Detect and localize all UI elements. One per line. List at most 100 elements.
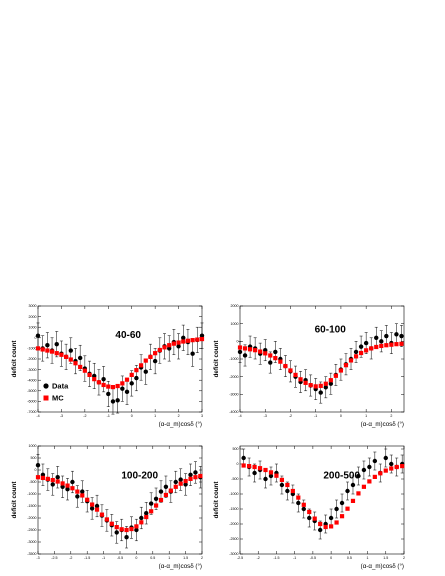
data-point bbox=[148, 501, 154, 506]
y-tick-label: -3000 bbox=[229, 552, 238, 556]
data-point bbox=[134, 375, 139, 381]
data-point bbox=[394, 332, 399, 337]
mc-point bbox=[274, 473, 279, 478]
x-axis-label: (α-α_m)cosδ (°) bbox=[361, 421, 404, 428]
mc-point bbox=[143, 358, 148, 363]
series-mc bbox=[35, 336, 205, 390]
series-data bbox=[241, 448, 405, 540]
data-point bbox=[115, 398, 120, 403]
mc-point bbox=[303, 380, 308, 385]
data-point bbox=[190, 351, 195, 356]
mc-point bbox=[307, 509, 312, 515]
mc-point bbox=[345, 506, 350, 511]
y-tick-label: 500 bbox=[233, 447, 239, 451]
x-tick-label: 1.5 bbox=[383, 556, 388, 560]
y-tick-label: 500 bbox=[31, 456, 37, 460]
mc-point bbox=[389, 342, 394, 347]
y-tick-label: -1000 bbox=[27, 492, 36, 496]
x-tick-label: 0 bbox=[330, 556, 332, 560]
y-tick-label: 1000 bbox=[29, 444, 37, 448]
mc-point bbox=[374, 344, 379, 350]
mc-point bbox=[258, 349, 263, 354]
y-tick-label: -3000 bbox=[27, 368, 36, 372]
mc-point bbox=[49, 349, 55, 354]
mc-point bbox=[394, 464, 399, 470]
mc-point bbox=[171, 341, 176, 346]
data-point bbox=[55, 475, 60, 480]
y-tick-label: 0 bbox=[35, 468, 37, 472]
data-point bbox=[143, 369, 148, 374]
mc-point bbox=[185, 338, 191, 343]
mc-point bbox=[328, 378, 333, 383]
mc-point bbox=[54, 351, 59, 356]
mc-point bbox=[288, 368, 293, 373]
data-point bbox=[323, 385, 328, 390]
data-point bbox=[139, 515, 144, 521]
y-tick-label: 3000 bbox=[29, 304, 37, 308]
x-tick-label: -2.5 bbox=[51, 556, 57, 560]
data-point bbox=[389, 461, 394, 467]
data-point bbox=[358, 344, 364, 349]
mc-point bbox=[173, 484, 178, 489]
mc-point bbox=[253, 348, 258, 353]
data-point bbox=[268, 473, 274, 479]
data-point bbox=[54, 341, 59, 347]
mc-point bbox=[110, 384, 116, 390]
mc-point bbox=[178, 481, 183, 486]
mc-point bbox=[104, 517, 109, 522]
x-tick-label: 1 bbox=[168, 556, 170, 560]
mc-point bbox=[242, 346, 248, 351]
y-tick-label: -4000 bbox=[229, 410, 238, 414]
plot-frame bbox=[239, 445, 405, 555]
mc-point bbox=[70, 486, 75, 491]
mc-point bbox=[278, 359, 283, 364]
mc-point bbox=[40, 347, 45, 352]
x-tick-label: -2 bbox=[83, 414, 86, 418]
y-tick-label: -1500 bbox=[229, 507, 238, 511]
mc-point bbox=[379, 343, 384, 349]
y-tick-label: -3000 bbox=[27, 540, 36, 544]
legend-data-marker bbox=[43, 383, 49, 389]
x-tick-label: -1 bbox=[293, 556, 296, 560]
data-point bbox=[285, 488, 290, 494]
y-tick-label: 1000 bbox=[29, 325, 37, 329]
mc-point bbox=[101, 382, 106, 388]
mc-point bbox=[181, 339, 186, 344]
y-tick-label: 2000 bbox=[29, 315, 37, 319]
data-point bbox=[372, 458, 378, 464]
y-tick-label: -1000 bbox=[27, 347, 36, 351]
mc-point bbox=[329, 524, 334, 529]
mc-point bbox=[263, 467, 268, 473]
data-point bbox=[356, 473, 361, 479]
mc-point bbox=[301, 502, 306, 507]
mc-point bbox=[247, 464, 252, 469]
x-tick-label: -3 bbox=[264, 414, 267, 418]
mc-point bbox=[237, 345, 243, 350]
y-tick-label: -2000 bbox=[27, 357, 36, 361]
data-point bbox=[163, 484, 169, 489]
mc-point bbox=[106, 384, 111, 389]
mc-point bbox=[364, 348, 369, 353]
series-data bbox=[35, 454, 203, 549]
panel-4: 500 0 -500 -1000 -1500 -2000 -2500 -3000-2.5 -2 -… bbox=[213, 445, 405, 570]
x-tick-label: 1 bbox=[365, 414, 367, 418]
x-tick-label: 1 bbox=[367, 556, 369, 560]
y-tick-label: -2000 bbox=[229, 375, 238, 379]
panel-title: 60-100 bbox=[315, 325, 347, 336]
data-point bbox=[199, 333, 205, 338]
mc-point bbox=[333, 373, 338, 378]
data-point bbox=[144, 511, 149, 516]
series-mc bbox=[237, 341, 404, 389]
mc-point bbox=[343, 363, 349, 368]
mc-point bbox=[268, 470, 274, 475]
mc-point bbox=[247, 347, 253, 352]
panel-2: 2000 1000 0 -1000 -2000 -3000 -4000-4 -3 -2 -1 0 1 2… bbox=[213, 304, 405, 428]
y-tick-label: -2000 bbox=[229, 522, 238, 526]
y-tick-label: -5000 bbox=[27, 389, 36, 393]
data-point bbox=[353, 349, 359, 355]
y-tick-label: -500 bbox=[231, 477, 238, 481]
mc-point bbox=[35, 346, 41, 351]
panel-1: 3000 2000 1000 0 -1000 -2000 -3000 -4000 -5000 -6… bbox=[11, 304, 205, 428]
series-mc bbox=[35, 473, 203, 533]
data-point bbox=[106, 391, 111, 397]
